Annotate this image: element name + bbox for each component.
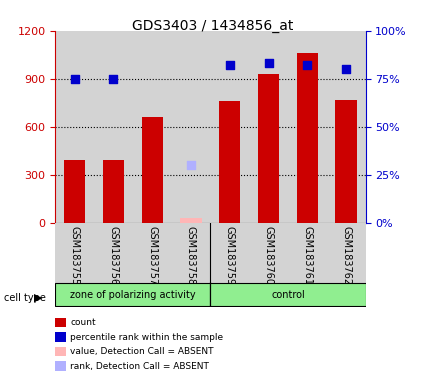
Text: GSM183756: GSM183756	[108, 226, 119, 285]
Point	[110, 76, 117, 82]
Text: control: control	[271, 290, 305, 300]
Text: GSM183762: GSM183762	[341, 226, 351, 285]
Text: percentile rank within the sample: percentile rank within the sample	[70, 333, 223, 342]
Text: GDS3403 / 1434856_at: GDS3403 / 1434856_at	[132, 19, 293, 33]
Bar	[180, 218, 201, 223]
Text: rank, Detection Call = ABSENT: rank, Detection Call = ABSENT	[70, 362, 209, 371]
Text: cell type: cell type	[4, 293, 46, 303]
Text: GSM183760: GSM183760	[264, 226, 274, 285]
Bar	[327, 223, 366, 284]
Text: value, Detection Call = ABSENT: value, Detection Call = ABSENT	[70, 347, 214, 356]
Bar	[219, 101, 241, 223]
Bar	[94, 31, 133, 223]
Bar	[172, 223, 210, 284]
FancyBboxPatch shape	[210, 283, 366, 306]
Bar	[297, 53, 318, 223]
Point	[71, 76, 78, 82]
Point	[343, 66, 349, 72]
Bar	[133, 31, 172, 223]
Text: GSM183761: GSM183761	[302, 226, 312, 285]
Text: zone of polarizing activity: zone of polarizing activity	[70, 290, 196, 300]
Bar	[94, 223, 133, 284]
Text: ▶: ▶	[34, 293, 42, 303]
Bar	[288, 31, 327, 223]
Bar	[288, 223, 327, 284]
Bar	[249, 31, 288, 223]
Bar	[258, 74, 279, 223]
Bar	[335, 99, 357, 223]
Bar	[55, 223, 94, 284]
Bar	[172, 31, 210, 223]
Point	[304, 62, 311, 68]
FancyBboxPatch shape	[55, 283, 210, 306]
Bar	[210, 223, 249, 284]
Bar	[103, 161, 124, 223]
Bar	[327, 31, 366, 223]
Bar	[64, 161, 85, 223]
Text: GSM183759: GSM183759	[225, 226, 235, 285]
Text: GSM183755: GSM183755	[70, 226, 79, 285]
Bar	[210, 31, 249, 223]
Text: GSM183757: GSM183757	[147, 226, 157, 285]
Bar	[133, 223, 172, 284]
Point	[187, 162, 194, 168]
Bar	[55, 31, 94, 223]
Point	[227, 62, 233, 68]
Text: GSM183758: GSM183758	[186, 226, 196, 285]
Point	[265, 60, 272, 66]
Text: count: count	[70, 318, 96, 327]
Bar	[142, 117, 163, 223]
Bar	[249, 223, 288, 284]
